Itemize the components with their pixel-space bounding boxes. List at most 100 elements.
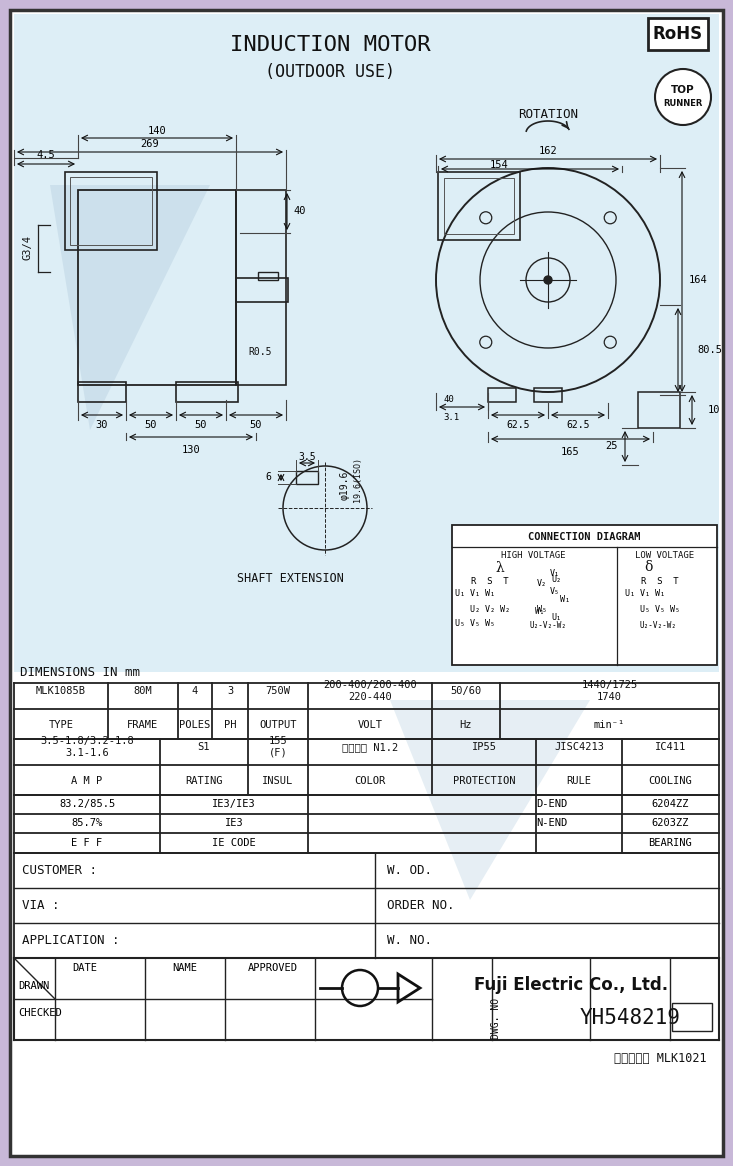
Text: DRAWN: DRAWN [18,981,49,991]
Text: 6: 6 [265,472,271,482]
Text: W. OD.: W. OD. [387,864,432,877]
Text: U₅ V₅ W₅: U₅ V₅ W₅ [640,605,680,614]
Text: 80M: 80M [133,686,152,696]
Text: APPROVED: APPROVED [248,963,298,972]
Text: CHECKED: CHECKED [18,1007,62,1018]
Text: λ: λ [496,561,504,575]
Text: IP55: IP55 [471,742,496,752]
Text: 155
(F): 155 (F) [268,736,287,758]
Text: D-END: D-END [536,799,567,809]
Text: A M P: A M P [71,777,103,786]
Bar [488,388,516,402]
Text: 50/60: 50/60 [450,686,482,696]
Text: IE CODE: IE CODE [212,838,256,848]
Text: δ: δ [644,560,652,574]
Text: V₅: V₅ [550,588,560,597]
Text: TYPE: TYPE [48,719,73,730]
Text: 50: 50 [250,420,262,430]
Text: INSUL: INSUL [262,777,294,786]
Text: POLES: POLES [180,719,210,730]
Text: FRAME: FRAME [128,719,158,730]
Text: Fuji Electric Co., Ltd.: Fuji Electric Co., Ltd. [474,976,668,993]
Text: CONNECTION DIAGRAM: CONNECTION DIAGRAM [528,532,640,542]
Text: U₁ V₁ W₁: U₁ V₁ W₁ [625,590,665,598]
Text: COLOR: COLOR [354,777,386,786]
Text: U₂ V₂ W₂: U₂ V₂ W₂ [470,605,510,614]
Text: R  S  T: R S T [471,577,509,586]
Text: 85.7%: 85.7% [71,819,103,828]
Text: (OUTDOOR USE): (OUTDOOR USE) [265,63,395,80]
Text: VOLT: VOLT [358,719,383,730]
Text: JISC4213: JISC4213 [554,742,604,752]
Text: RULE: RULE [567,777,592,786]
Text: INDUCTION MOTOR: INDUCTION MOTOR [229,35,430,55]
Text: DWG. NO: DWG. NO [491,997,501,1039]
Bar [438,173,520,240]
Text: min⁻¹: min⁻¹ [594,719,625,730]
Text: U₂-V₂-W₂: U₂-V₂-W₂ [530,620,567,630]
Text: 162: 162 [539,146,557,156]
Text: TOP: TOP [671,85,695,94]
Polygon shape [50,185,210,430]
Bar [444,178,514,234]
Text: V₁: V₁ [550,569,560,577]
Text: PH: PH [224,719,236,730]
Text: DIMENSIONS IN mm: DIMENSIONS IN mm [20,666,140,679]
Text: R  S  T: R S T [641,577,679,586]
Text: W₁: W₁ [535,607,545,617]
Text: 130: 130 [182,445,200,455]
Text: 4: 4 [192,686,198,696]
Text: YH548219: YH548219 [580,1007,680,1028]
Text: W. NO.: W. NO. [387,934,432,947]
Text: ORDER NO.: ORDER NO. [387,899,454,912]
Text: W₁: W₁ [560,596,570,604]
Bar [236,190,286,385]
Text: 30: 30 [96,420,108,430]
Text: HIGH VOLTAGE: HIGH VOLTAGE [501,550,565,560]
Text: N-END: N-END [536,819,567,828]
Text: IC411: IC411 [655,742,686,752]
Text: 40: 40 [294,206,306,216]
Text: RoHS: RoHS [653,24,703,43]
Text: VIA :: VIA : [22,899,59,912]
Text: G3/4: G3/4 [22,236,32,260]
Text: LOW VOLTAGE: LOW VOLTAGE [636,550,695,560]
Text: SHAFT EXTENSION: SHAFT EXTENSION [237,571,344,584]
Text: W₅: W₅ [537,605,547,614]
Text: U₂: U₂ [551,576,561,584]
Text: 62.5: 62.5 [507,420,530,430]
Bar [70,177,152,245]
Text: 164: 164 [688,275,707,285]
Text: Hz: Hz [460,719,472,730]
Text: ROTATION: ROTATION [518,108,578,121]
Text: DATE: DATE [73,963,97,972]
Text: 269: 269 [141,139,159,149]
Bar [296,471,318,484]
Polygon shape [390,700,590,900]
Text: 40: 40 [443,395,454,405]
Bar [648,17,708,50]
Text: 19.6(ISO): 19.6(ISO) [353,457,362,503]
Bar [452,525,717,665]
Text: 50: 50 [144,420,158,430]
Text: 83.2/85.5: 83.2/85.5 [59,799,115,809]
Bar [638,392,680,428]
Text: 6204ZZ: 6204ZZ [651,799,689,809]
Circle shape [655,69,711,125]
Text: OUTPUT: OUTPUT [259,719,297,730]
Text: R0.5: R0.5 [248,347,272,357]
Text: U₂-V₂-W₂: U₂-V₂-W₂ [640,620,677,630]
Bar [672,1003,712,1031]
Text: U₅ V₅ W₅: U₅ V₅ W₅ [455,618,495,627]
Text: φ19.6: φ19.6 [340,470,350,500]
Text: 3.5: 3.5 [298,452,316,462]
Text: S1: S1 [198,742,210,752]
Text: U₁: U₁ [551,613,561,623]
Text: APPLICATION :: APPLICATION : [22,934,119,947]
Text: 1440/1725
1740: 1440/1725 1740 [581,680,638,702]
Text: 3.5-1.8/3.2-1.8
3.1-1.6: 3.5-1.8/3.2-1.8 3.1-1.6 [40,736,134,758]
Text: 10: 10 [708,405,721,415]
Text: 750W: 750W [265,686,290,696]
Bar [176,382,238,402]
Text: MLK1085B: MLK1085B [36,686,86,696]
